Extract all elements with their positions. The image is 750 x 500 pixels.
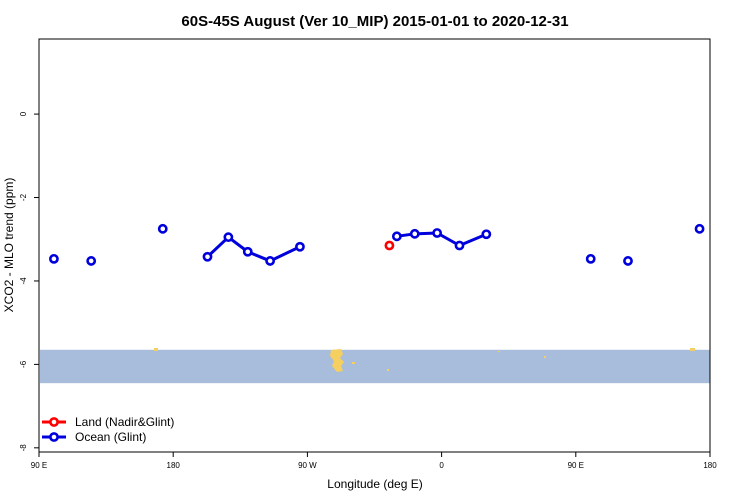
y-tick-label: -8 <box>19 444 28 452</box>
legend-label: Ocean (Glint) <box>75 430 146 444</box>
legend: Land (Nadir&Glint)Ocean (Glint) <box>42 415 174 444</box>
y-tick-label: -2 <box>19 193 28 201</box>
data-point <box>481 229 492 240</box>
south-america-tip-shape <box>330 349 344 372</box>
land-fragment-shape <box>498 351 500 352</box>
x-tick-label: 90 E <box>31 461 47 470</box>
land-fragment-shape <box>690 348 695 351</box>
x-tick-label: 90 W <box>298 461 317 470</box>
data-point <box>391 231 402 242</box>
series-land <box>384 240 395 251</box>
legend-label: Land (Nadir&Glint) <box>75 415 174 429</box>
land-fragment-shape <box>352 362 355 364</box>
y-axis-label: XCO2 - MLO trend (ppm) <box>2 178 16 313</box>
data-point <box>242 246 253 257</box>
land-fragment-shape <box>154 348 158 351</box>
x-tick-label: 180 <box>167 461 181 470</box>
series-line <box>206 235 301 263</box>
map-band <box>40 349 710 384</box>
y-tick-label: 0 <box>19 111 28 116</box>
data-point <box>585 253 596 264</box>
data-point <box>454 240 465 251</box>
data-point <box>623 256 633 266</box>
land-shapes <box>154 348 695 372</box>
data-point <box>49 253 59 264</box>
legend-marker <box>49 432 59 442</box>
x-axis-label: Longitude (deg E) <box>327 477 422 491</box>
land-fragment-shape <box>387 369 389 371</box>
data-point <box>694 223 705 234</box>
data-point <box>432 228 443 238</box>
data-point <box>384 240 395 251</box>
plot-frame <box>38 38 711 453</box>
data-point <box>265 256 276 266</box>
land-fragment-shape <box>544 356 546 358</box>
data-point <box>223 232 234 243</box>
data-point <box>86 256 97 266</box>
series-ocean <box>49 223 705 266</box>
data-point <box>157 223 168 234</box>
x-tick-label: 90 E <box>568 461 584 470</box>
x-tick-label: 0 <box>439 461 444 470</box>
y-axis: 0 -2 -4 -6 -8 <box>19 111 39 451</box>
data-point <box>202 251 213 262</box>
y-tick-label: -6 <box>19 360 28 368</box>
x-axis: 90 E 180 90 W 0 90 E 180 <box>31 452 717 470</box>
series-layer <box>49 223 705 266</box>
legend-marker <box>49 417 59 427</box>
data-point <box>409 228 420 239</box>
x-tick-label: 180 <box>703 461 717 470</box>
ocean-band <box>40 349 710 384</box>
y-tick-label: -4 <box>19 277 28 285</box>
chart-title: 60S-45S August (Ver 10_MIP) 2015-01-01 t… <box>181 13 568 30</box>
data-point <box>295 241 305 252</box>
